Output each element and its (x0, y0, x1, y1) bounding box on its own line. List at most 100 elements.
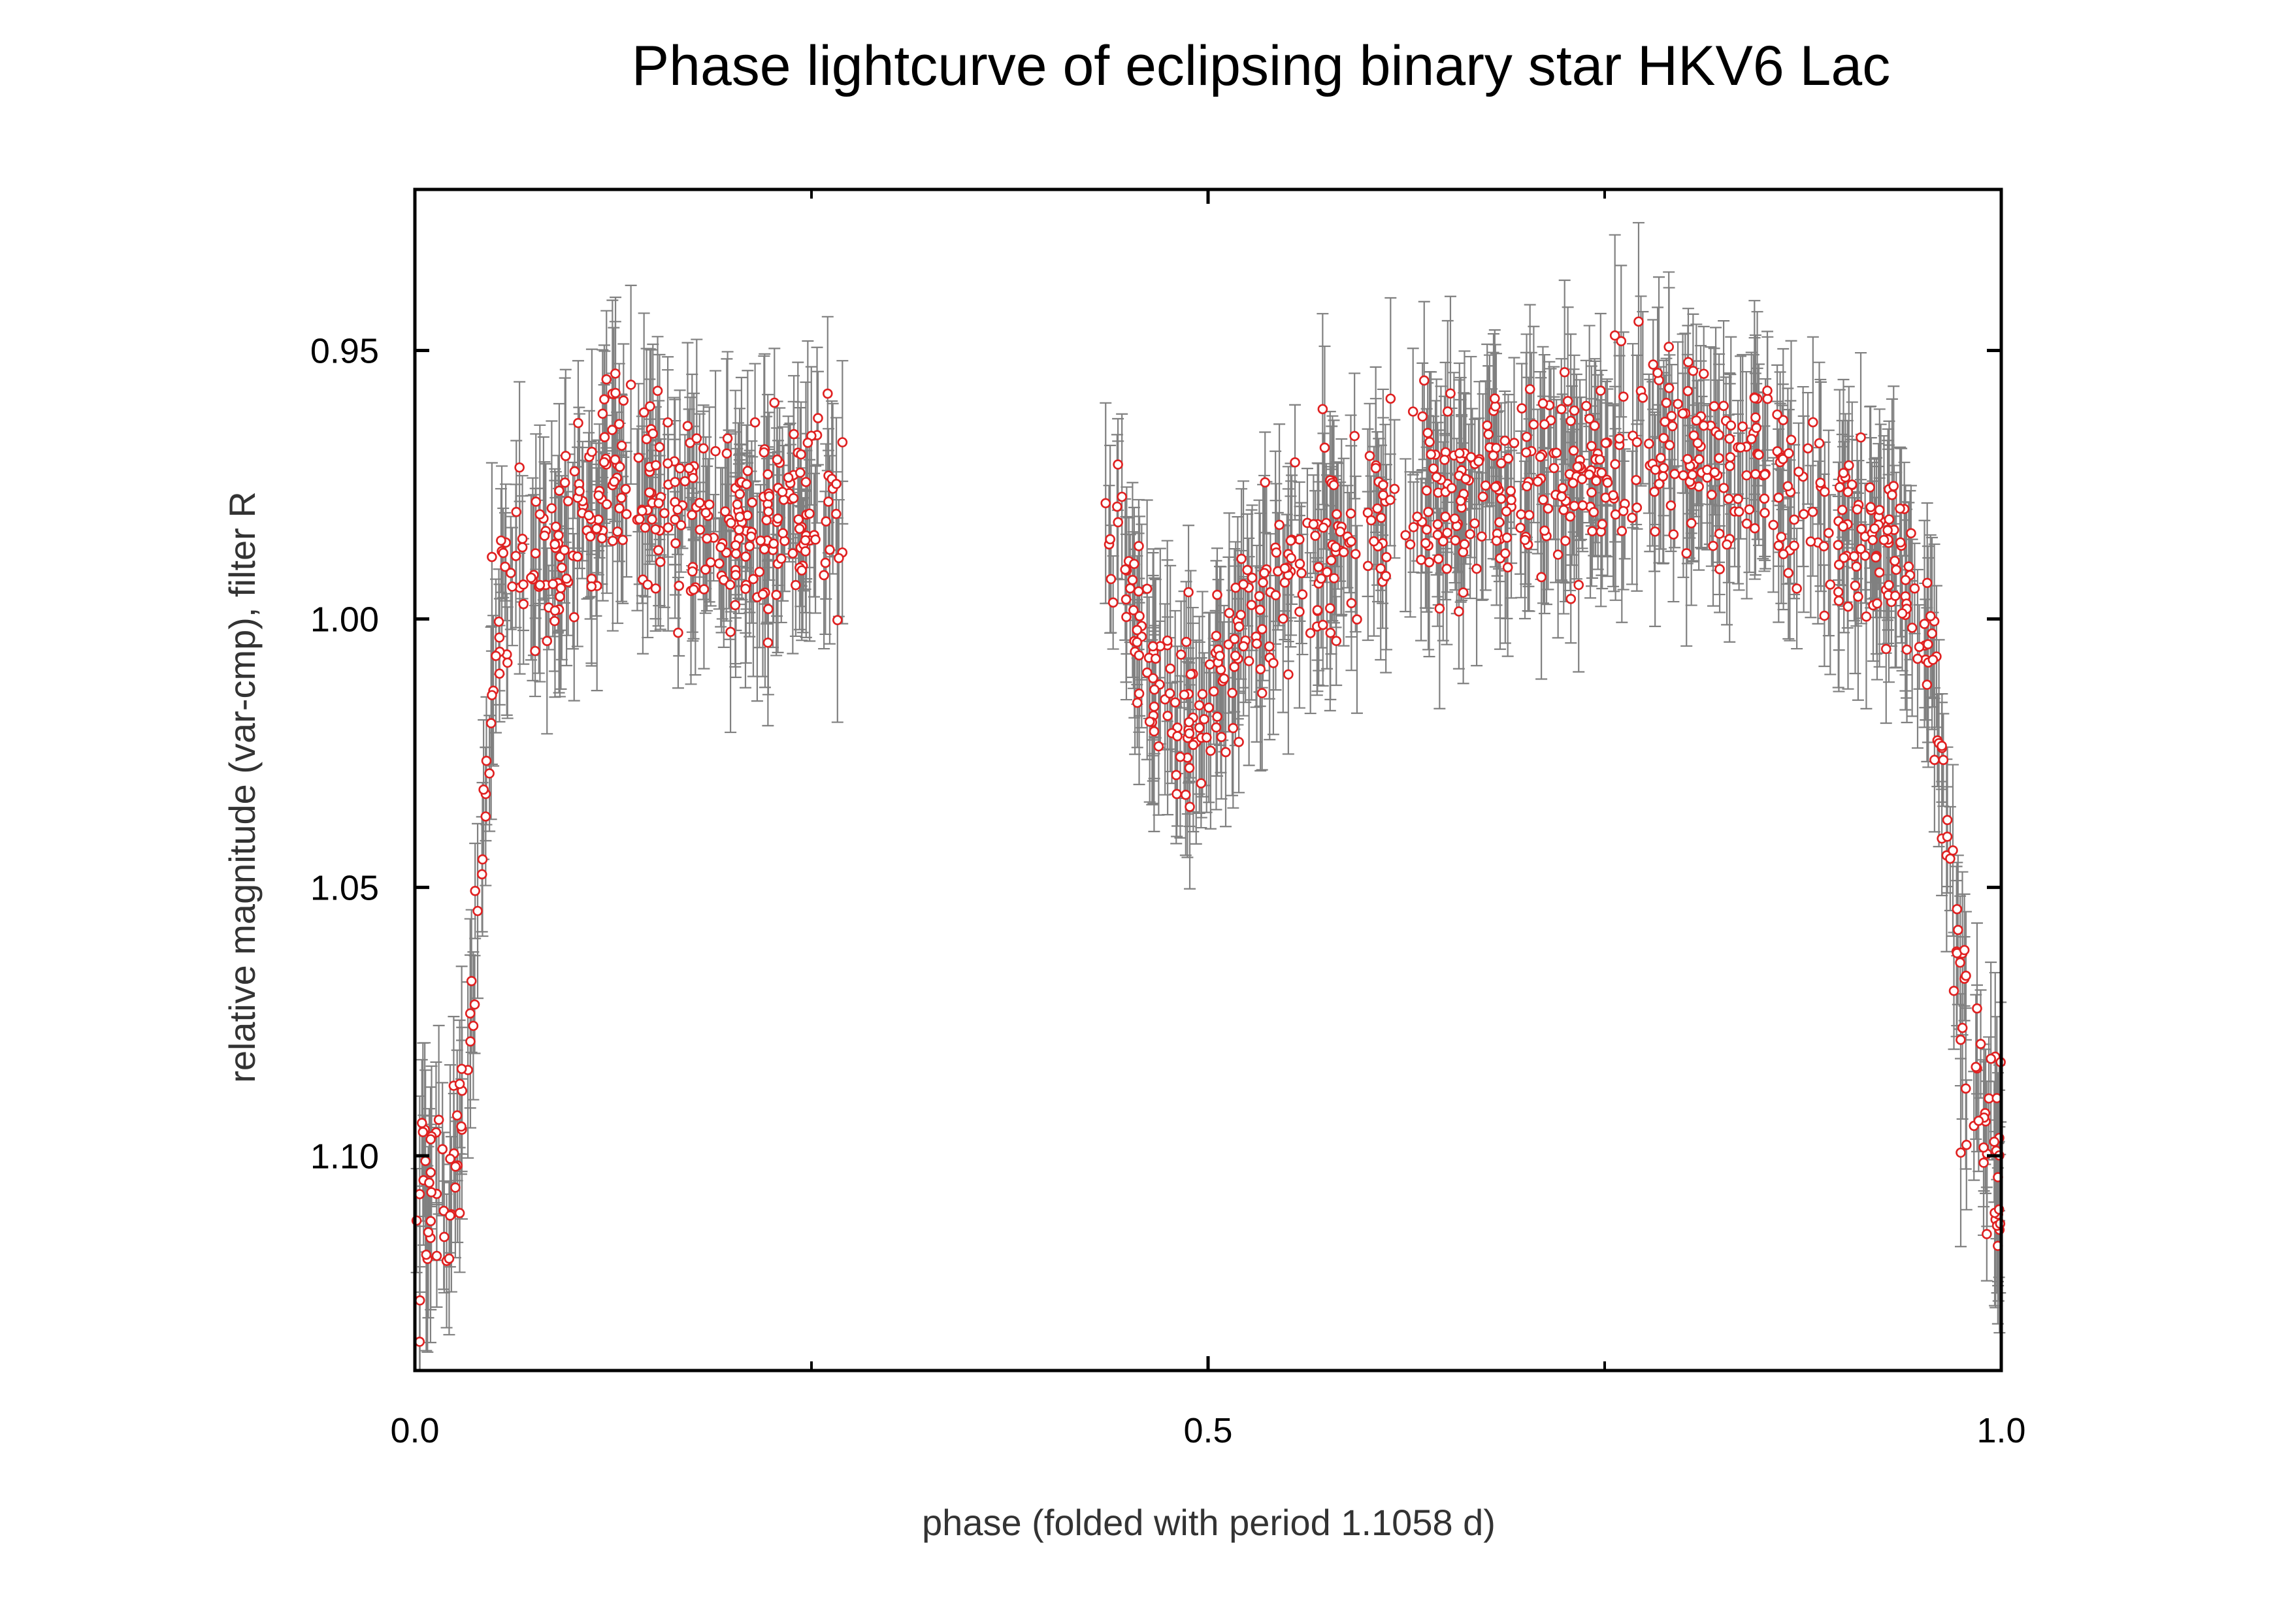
data-point (1856, 544, 1866, 555)
data-point (1150, 653, 1161, 664)
data-point (683, 463, 695, 474)
data-point (1433, 553, 1444, 564)
data-point (1481, 480, 1491, 491)
data-point (555, 591, 565, 602)
data-point (1196, 778, 1207, 788)
data-point (1132, 625, 1143, 636)
data-point (1842, 601, 1854, 612)
data-point (721, 448, 732, 459)
data-point (1972, 1003, 1982, 1014)
data-point (796, 565, 807, 576)
data-point (641, 434, 652, 445)
data-point (655, 557, 666, 568)
data-point (834, 553, 844, 564)
data-point (494, 632, 505, 643)
data-point (1432, 519, 1443, 530)
data-point (1483, 429, 1494, 440)
data-point (1714, 528, 1725, 539)
data-point (1188, 739, 1199, 751)
data-point (1449, 513, 1460, 524)
data-point (1147, 673, 1158, 684)
data-point (1808, 417, 1818, 428)
data-point (1884, 514, 1895, 525)
data-point (1488, 450, 1499, 461)
data-point (1975, 1039, 1986, 1049)
data-point (754, 566, 765, 577)
data-point (1499, 435, 1511, 446)
data-point (744, 541, 755, 551)
data-point (1305, 628, 1316, 638)
data-point (714, 558, 725, 569)
data-point (614, 503, 625, 513)
data-point (1440, 512, 1450, 522)
data-point (1502, 562, 1513, 573)
data-point (1733, 506, 1744, 517)
data-point (715, 542, 726, 553)
data-point (674, 580, 685, 591)
data-point (1901, 644, 1912, 655)
data-point (601, 499, 612, 510)
data-point (1516, 509, 1526, 520)
data-point (424, 1177, 434, 1188)
data-point (1212, 711, 1222, 722)
data-point (1490, 393, 1500, 404)
data-point (1234, 621, 1245, 632)
data-point (1587, 526, 1597, 536)
data-point (494, 668, 505, 679)
data-point (1421, 524, 1432, 535)
data-point (1432, 529, 1443, 540)
data-point (1586, 440, 1597, 451)
data-point (1798, 509, 1809, 519)
data-point (1290, 457, 1300, 468)
data-point (1872, 598, 1882, 609)
data-point (1105, 534, 1115, 545)
data-point (1773, 540, 1784, 551)
data-point (1971, 1062, 1982, 1073)
data-point (517, 534, 528, 544)
data-point (1718, 400, 1729, 412)
data-point (1637, 393, 1648, 403)
data-point (1500, 548, 1511, 559)
data-point (563, 496, 574, 506)
data-point (638, 407, 649, 418)
data-point (555, 583, 566, 593)
data-point (1375, 563, 1386, 574)
data-point (1833, 559, 1844, 570)
data-point (1227, 687, 1237, 698)
data-point (539, 530, 550, 541)
data-point (1631, 502, 1643, 513)
data-point (1121, 594, 1132, 605)
data-point (1688, 365, 1699, 376)
data-point (645, 401, 655, 412)
data-point (476, 869, 487, 880)
data-point (1664, 440, 1675, 451)
data-point (1465, 528, 1475, 540)
data-point (1204, 659, 1215, 670)
data-point (772, 454, 783, 465)
tick-layer: 0.0 0.5 1.0 0.95 1.00 1.05 1.10 (310, 189, 2026, 1450)
data-point (1584, 469, 1595, 480)
data-point (450, 1182, 461, 1193)
data-point (742, 466, 753, 476)
data-point (1874, 504, 1885, 515)
data-point (1762, 385, 1773, 396)
data-point (1789, 514, 1799, 525)
data-point (1112, 501, 1122, 512)
data-point (561, 573, 572, 584)
data-point (1205, 745, 1216, 756)
data-point (1134, 650, 1145, 660)
data-point (1760, 508, 1770, 518)
data-point (1551, 447, 1562, 458)
data-point (1760, 469, 1770, 480)
data-point (741, 479, 752, 490)
data-point (1834, 482, 1845, 493)
data-point (1682, 453, 1693, 464)
data-point (1428, 463, 1439, 474)
data-point (1469, 518, 1480, 529)
data-point (1714, 430, 1724, 440)
data-point (1256, 624, 1268, 634)
data-point (1423, 506, 1433, 517)
data-point (759, 544, 770, 555)
data-point (1477, 491, 1488, 502)
data-point (1851, 561, 1862, 572)
